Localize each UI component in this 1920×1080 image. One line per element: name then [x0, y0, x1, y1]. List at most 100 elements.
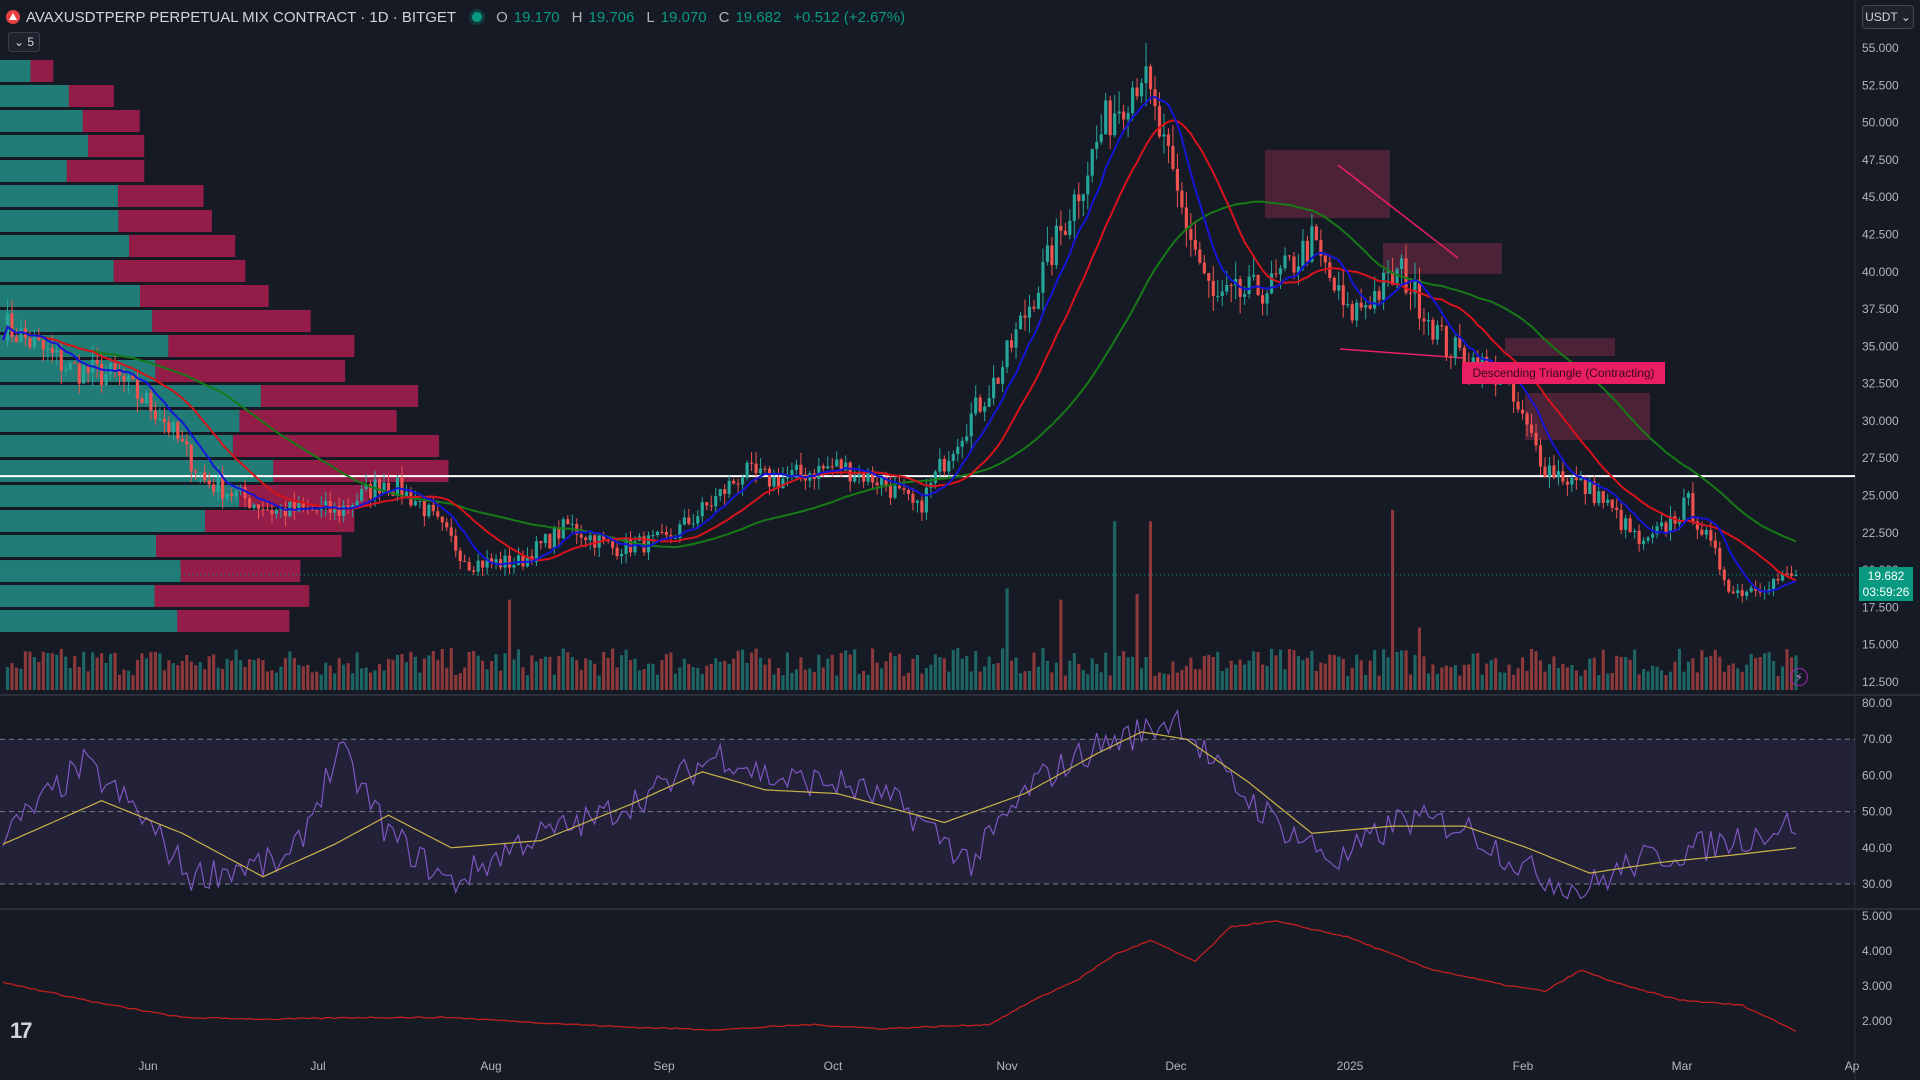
volume-bar	[1525, 670, 1529, 690]
volume-bar	[1713, 649, 1717, 690]
candle-body	[395, 477, 400, 496]
volume-bar	[418, 672, 422, 690]
volume-bar	[893, 656, 897, 690]
market-status-icon[interactable]	[472, 12, 483, 22]
volume-bar	[767, 658, 772, 690]
volume-bar	[758, 657, 763, 690]
currency-select[interactable]: USDT ⌄	[1862, 5, 1914, 29]
volume-bar	[1565, 667, 1569, 690]
candle-body	[427, 504, 431, 517]
volume-profile-sell-bar	[152, 310, 311, 332]
candle-body	[55, 350, 59, 353]
volume-bar	[1166, 674, 1171, 690]
candle-body	[1054, 225, 1058, 266]
indicators-toggle-button[interactable]: ⌄ 5	[8, 32, 41, 52]
candle-body	[82, 365, 86, 384]
volume-bar	[992, 664, 996, 690]
price-tick-label: 15.000	[1862, 638, 1899, 652]
candle-body	[1328, 262, 1332, 278]
price-tick-label: 40.000	[1862, 265, 1899, 279]
volume-bar	[1785, 649, 1789, 690]
volume-bar	[1041, 648, 1045, 690]
volume-bar	[969, 671, 973, 690]
volume-bar	[189, 661, 193, 690]
volume-bar	[1054, 662, 1058, 690]
volume-bar	[1507, 664, 1511, 690]
candle-body	[1157, 106, 1162, 137]
volume-bar	[700, 673, 704, 690]
volume-bar	[243, 667, 247, 690]
volume-bar	[1032, 652, 1036, 690]
volume-bar	[1570, 665, 1574, 690]
volume-profile-sell-bar	[177, 610, 290, 632]
candle-body	[176, 422, 180, 439]
volume-bar	[512, 659, 516, 690]
volume-profile-buy-bar	[0, 310, 153, 332]
volume-bar	[763, 664, 767, 690]
volume-bar	[1153, 675, 1157, 690]
volume-bar	[153, 651, 157, 690]
candle-body	[611, 541, 615, 548]
volume-bar	[1399, 650, 1404, 690]
volume-bar	[180, 660, 184, 690]
volume-bar	[1283, 669, 1287, 690]
candle-body	[1583, 478, 1587, 495]
volume-bar	[1404, 650, 1408, 690]
volume-bar	[1417, 627, 1422, 690]
volume-bar	[1646, 671, 1650, 690]
volume-bar	[1305, 657, 1309, 690]
volume-bar	[1090, 658, 1094, 690]
volume-bar	[1503, 672, 1507, 690]
candle-body	[360, 488, 364, 501]
volume-profile	[0, 60, 449, 632]
volume-bar	[628, 660, 633, 690]
pattern-label[interactable]: Descending Triangle (Contracting)	[1462, 362, 1665, 384]
volume-bar	[73, 656, 77, 690]
candle-body	[512, 564, 516, 568]
volume-bar	[1655, 666, 1659, 690]
candle-body	[758, 468, 763, 474]
volume-profile-buy-bar	[0, 60, 31, 82]
candle-body	[1009, 340, 1014, 348]
volume-bar	[862, 670, 866, 690]
candle-body	[543, 534, 547, 544]
candle-body	[1440, 325, 1444, 327]
candle-body	[261, 509, 265, 511]
volume-bar	[732, 658, 736, 690]
candle-body	[880, 476, 884, 486]
candle-body	[664, 531, 668, 536]
candle-body	[283, 507, 287, 517]
alert-icon[interactable]: ⚡	[1790, 668, 1808, 686]
candle-body	[41, 339, 45, 350]
candle-body	[1265, 293, 1269, 304]
candle-body	[866, 470, 870, 482]
candle-body	[351, 505, 355, 508]
candle-body	[1220, 291, 1224, 296]
volume-bar	[1440, 667, 1444, 690]
symbol-title[interactable]: AVAXUSDTPERP PERPETUAL MIX CONTRACT · 1D…	[26, 8, 457, 26]
volume-bar	[1095, 663, 1099, 690]
price-tick-label: 12.500	[1862, 675, 1899, 689]
price-axis: 55.000 52.500 50.000 47.500 45.000 42.500 40.0…	[1862, 41, 1899, 689]
candle-body	[1207, 273, 1211, 281]
volume-bar	[1588, 658, 1592, 690]
candle-body	[1395, 268, 1399, 285]
volume-bar	[1063, 675, 1067, 690]
volume-bar	[593, 663, 597, 690]
volume-bar	[1050, 672, 1054, 690]
volume-bar	[355, 652, 359, 690]
candle-body	[1417, 279, 1422, 319]
volume-bar	[68, 668, 72, 690]
volume-bar	[897, 653, 902, 690]
candle-body	[1068, 220, 1072, 235]
volume-bar	[1619, 656, 1623, 690]
volume-bar	[140, 653, 144, 690]
volume-bar	[261, 660, 265, 690]
candle-body	[1252, 274, 1256, 277]
volume-bar	[1677, 648, 1682, 690]
volume-bar	[530, 655, 534, 690]
price-tick-label: 30.000	[1862, 414, 1899, 428]
volume-bar	[776, 667, 781, 690]
volume-bar	[104, 662, 108, 690]
